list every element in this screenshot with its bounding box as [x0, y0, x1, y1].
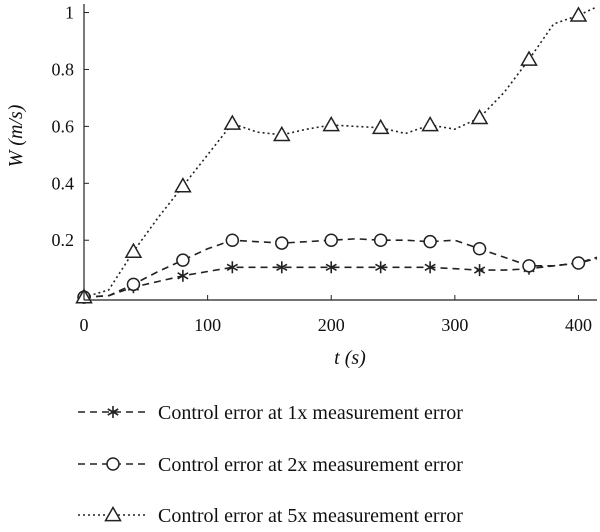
- series-2-point: [176, 253, 190, 267]
- legend-entry-3: Control error at 5x measurement error: [78, 505, 463, 527]
- y-tick-label: 0.8: [52, 59, 75, 79]
- series-1-point: [226, 261, 238, 274]
- series-1-point: [375, 261, 387, 274]
- series-3-point: [124, 242, 143, 258]
- legend-marker: [106, 457, 120, 471]
- series-3-line: [83, 6, 598, 298]
- legend-label: Control error at 1x measurement error: [158, 402, 463, 424]
- series-2-line: [83, 237, 598, 298]
- series-2-point: [373, 233, 388, 247]
- series-2-point: [522, 259, 536, 273]
- series-2-point: [126, 277, 141, 292]
- series-1-line: [83, 257, 598, 298]
- series-1-point: [276, 261, 288, 274]
- axes: 0 100 200 300 400 0.2 0.4 0.6 0.8 1: [52, 3, 597, 335]
- legend-label: Control error at 5x measurement error: [158, 505, 463, 527]
- series-3-point: [322, 115, 341, 132]
- series-1: [78, 257, 598, 304]
- series-3-point: [421, 115, 439, 132]
- y-tick-label: 1: [65, 3, 74, 23]
- series-2-point: [571, 256, 586, 270]
- series-3-point: [520, 50, 538, 66]
- legend-marker: [104, 505, 122, 522]
- series-3-point: [223, 114, 242, 130]
- x-tick-label: 100: [194, 315, 221, 335]
- x-tick-label: 300: [441, 315, 468, 335]
- series-3-point: [174, 177, 192, 193]
- x-axis-label: t (s): [334, 347, 366, 369]
- x-tick-label: 200: [318, 315, 345, 335]
- legend-entry-1: Control error at 1x measurement error: [78, 402, 463, 424]
- series-2-point: [423, 234, 437, 249]
- series-2: [77, 233, 598, 304]
- series-2-point: [225, 233, 240, 247]
- x-tick-label: 0: [80, 315, 89, 335]
- series-1-point: [424, 261, 436, 274]
- series-2-point: [472, 242, 487, 256]
- series-3-point: [371, 118, 390, 135]
- y-tick-label: 0.4: [52, 173, 75, 193]
- series-3-point: [569, 6, 588, 22]
- legend-label: Control error at 2x measurement error: [158, 454, 463, 476]
- y-axis-label: W (m/s): [5, 104, 27, 167]
- series-2-point: [324, 233, 338, 247]
- plot-area: [75, 6, 598, 304]
- series-3-point: [272, 125, 291, 142]
- y-tick-label: 0.2: [52, 230, 75, 250]
- series-1-point: [177, 269, 189, 282]
- legend-entry-2: Control error at 2x measurement error: [78, 454, 463, 476]
- y-tick-label: 0.6: [52, 116, 75, 136]
- series-3: [75, 6, 598, 304]
- series-3-point: [470, 108, 489, 125]
- legend: Control error at 1x measurement error Con…: [78, 402, 463, 527]
- series-1-point: [325, 261, 337, 274]
- x-tick-label: 400: [565, 315, 592, 335]
- series-2-point: [275, 236, 289, 250]
- legend-marker: [107, 406, 119, 418]
- series-1-point: [473, 264, 486, 277]
